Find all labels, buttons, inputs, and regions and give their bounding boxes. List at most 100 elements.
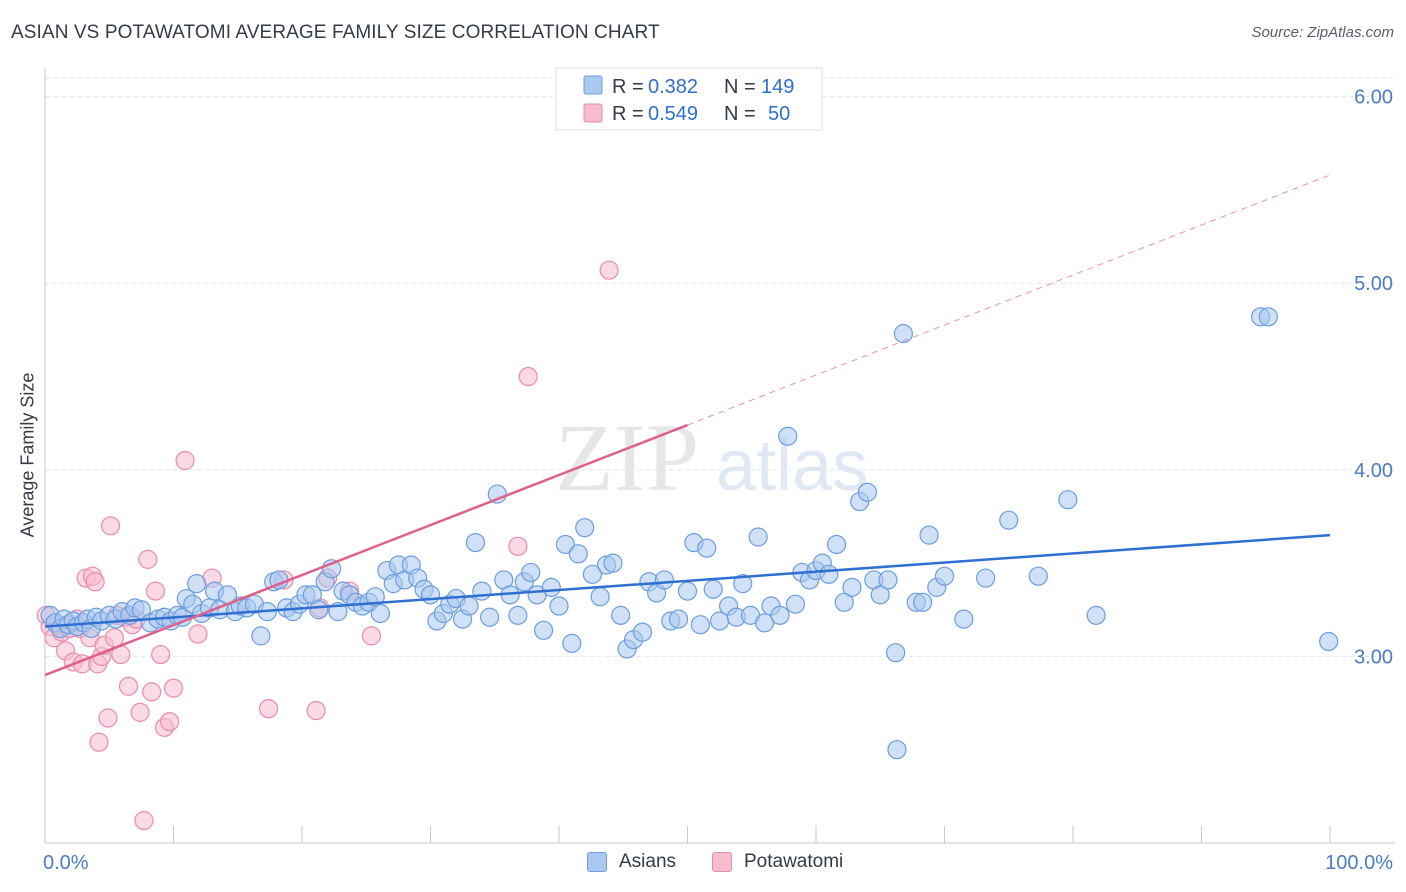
legend-n-value-1: 149 (761, 76, 794, 98)
potawatomi-point-40 (258, 699, 279, 719)
watermark: ZIP atlas (555, 404, 868, 511)
potawatomi-point-35 (160, 712, 180, 732)
asian-point-71 (472, 581, 492, 601)
asian-point-121 (826, 534, 847, 555)
asian-point-55 (370, 603, 390, 624)
asians-label: Asians (619, 851, 677, 872)
asian-point-104 (703, 579, 723, 599)
asian-point-120 (819, 564, 839, 584)
asian-point-136 (934, 566, 955, 586)
potawatomi-point-20 (100, 516, 121, 536)
asian-point-69 (459, 596, 479, 616)
asian-point-115 (785, 594, 806, 614)
asian-point-145 (1319, 631, 1339, 652)
asians-swatch (587, 852, 607, 872)
axes (44, 68, 1395, 844)
asian-point-128 (878, 570, 898, 590)
legend-r-label-2: R = (612, 103, 644, 125)
legend-swatch-potawatomi (583, 103, 603, 123)
legend-r-value-1: 0.382 (648, 76, 698, 98)
asian-point-137 (954, 609, 974, 629)
chart-title: ASIAN VS POTAWATOMI AVERAGE FAMILY SIZE … (11, 22, 660, 43)
asian-point-90 (603, 553, 623, 573)
legend-n-label-1: N = (724, 76, 756, 98)
x-tick-labels: 0.0% 100.0% (43, 852, 1393, 874)
asian-point-103 (697, 538, 717, 558)
legend-r-label-1: R = (612, 76, 644, 98)
asian-point-122 (834, 592, 854, 612)
asian-point-78 (521, 562, 541, 583)
source-label: Source: ZipAtlas.com (1251, 24, 1394, 41)
asian-point-76 (508, 605, 528, 625)
asian-point-108 (733, 574, 753, 594)
y-tick-label-0: 3.00 (1354, 646, 1393, 668)
legend-swatch-asian (583, 75, 603, 95)
asian-point-81 (541, 577, 561, 597)
asian-point-88 (590, 587, 610, 607)
asian-point-36 (251, 626, 271, 646)
watermark-zip: ZIP (555, 404, 699, 511)
asian-point-45 (309, 600, 329, 620)
grid-lines (45, 77, 1395, 657)
asian-point-97 (654, 570, 674, 590)
potawatomi-point-14 (85, 572, 105, 592)
asian-point-110 (748, 527, 768, 547)
y-tick-label-2: 5.00 (1354, 273, 1393, 295)
asian-point-125 (857, 482, 878, 502)
asian-point-139 (999, 510, 1019, 530)
potawatomi-point-21 (104, 628, 124, 648)
y-tick-label-1: 4.00 (1354, 460, 1393, 482)
legend-n-value-2: 50 (768, 103, 790, 125)
trend-lines (44, 174, 1331, 677)
bottom-legend: Asians Potawatomi (0, 851, 1406, 881)
asian-point-86 (575, 518, 595, 538)
asian-point-134 (919, 525, 939, 545)
asian-point-83 (555, 534, 576, 555)
potawatomi-point-30 (138, 549, 158, 569)
asian-points (40, 307, 1339, 760)
asian-point-144 (1258, 307, 1278, 327)
asian-point-141 (1058, 490, 1078, 510)
potawatomi-point-28 (130, 702, 150, 722)
asian-point-84 (562, 633, 582, 653)
asian-point-82 (549, 596, 569, 616)
potawatomi-point-25 (118, 676, 139, 696)
asian-point-111 (754, 613, 775, 633)
potawatomi-point-42 (306, 700, 326, 721)
potawatomi-point-47 (508, 536, 528, 556)
asian-point-129 (886, 643, 906, 663)
potawatomi-point-16 (89, 732, 109, 752)
asian-point-102 (690, 615, 710, 635)
legend-n-label-2: N = (724, 103, 756, 125)
x-tick-label-0: 0.0% (43, 852, 89, 874)
bottom-legend-item-asians: Asians (587, 851, 676, 873)
asian-point-72 (480, 607, 500, 627)
asian-point-99 (668, 609, 689, 629)
legend-r-value-2: 0.549 (648, 103, 698, 125)
potawatomi-points (36, 260, 619, 831)
asian-point-87 (582, 564, 603, 584)
asian-point-114 (778, 426, 798, 446)
potawatomi-point-33 (151, 644, 171, 665)
asian-point-91 (611, 605, 631, 625)
asian-point-70 (465, 532, 486, 553)
bottom-legend-item-potawatomi: Potawatomi (712, 851, 843, 873)
potawatomi-point-37 (175, 450, 195, 471)
potawatomi-swatch (712, 852, 732, 872)
potawatomi-point-19 (98, 708, 118, 728)
potawatomi-point-29 (134, 811, 154, 831)
asian-point-127 (870, 585, 890, 605)
asian-point-133 (913, 592, 933, 612)
asian-point-113 (770, 605, 790, 625)
potawatomi-point-36 (163, 678, 184, 698)
potawatomi-trend-extension (687, 174, 1331, 426)
potawatomi-point-49 (599, 260, 619, 280)
asian-point-140 (1028, 566, 1048, 586)
asian-point-94 (632, 622, 653, 642)
asian-trend-line (44, 533, 1331, 628)
asian-point-138 (976, 568, 996, 588)
potawatomi-point-46 (361, 626, 381, 646)
potawatomi-point-31 (142, 682, 162, 702)
potawatomi-trend-line (44, 423, 688, 677)
